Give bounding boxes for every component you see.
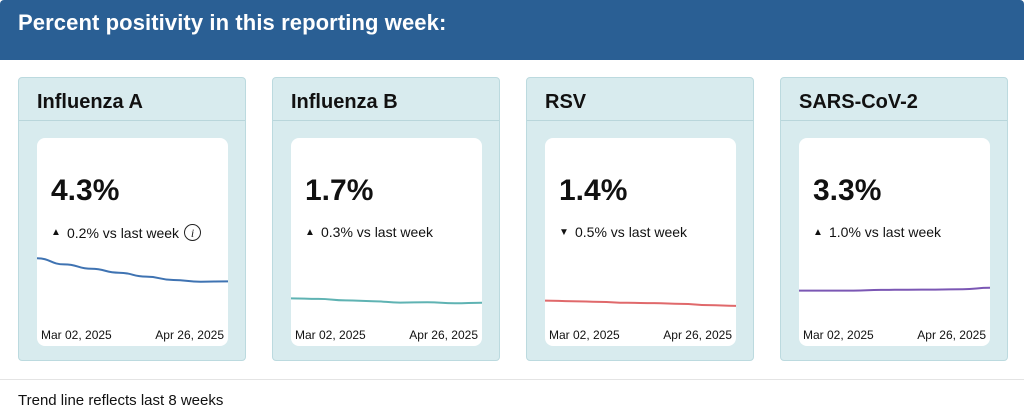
percent-value: 1.7% [305, 174, 374, 207]
card-title: Influenza A [37, 91, 143, 113]
card-divider [19, 120, 245, 121]
info-icon[interactable]: i [184, 224, 202, 241]
triangle-up-icon: ▲ [51, 227, 61, 238]
footer-note: Trend line reflects last 8 weeks [18, 392, 224, 409]
start-date: Mar 02, 2025 [803, 328, 874, 342]
change-indicator: ▲ 0.3% vs last week [305, 224, 433, 240]
trend-sparkline [291, 297, 482, 305]
trend-sparkline [545, 299, 736, 307]
page-title: Percent positivity in this reporting wee… [18, 10, 447, 35]
card-divider [781, 120, 1007, 121]
percent-value: 3.3% [813, 174, 882, 207]
change-text: 1.0% vs last week [829, 224, 942, 240]
trend-line [37, 257, 228, 283]
start-date: Mar 02, 2025 [41, 328, 112, 342]
percent-value: 4.3% [51, 174, 120, 207]
card-body: 1.4% ▼ 0.5% vs last week Mar 02, 2025 Ap… [545, 138, 736, 346]
card-title: Influenza B [291, 91, 398, 113]
end-date: Apr 26, 2025 [155, 328, 224, 342]
metric-cards: Influenza A 4.3% ▲ 0.2% vs last week i M… [18, 77, 1008, 361]
card-influenza-b: Influenza B 1.7% ▲ 0.3% vs last week Mar… [272, 77, 500, 361]
end-date: Apr 26, 2025 [663, 328, 732, 342]
footer-divider [0, 379, 1024, 380]
change-indicator: ▲ 1.0% vs last week [813, 224, 941, 240]
card-body: 1.7% ▲ 0.3% vs last week Mar 02, 2025 Ap… [291, 138, 482, 346]
card-title: RSV [545, 91, 587, 113]
trend-sparkline [799, 286, 990, 292]
change-text: 0.5% vs last week [575, 224, 688, 240]
end-date: Apr 26, 2025 [917, 328, 986, 342]
change-indicator: ▲ 0.2% vs last week i [51, 224, 202, 241]
card-influenza-a: Influenza A 4.3% ▲ 0.2% vs last week i M… [18, 77, 246, 361]
end-date: Apr 26, 2025 [409, 328, 478, 342]
trend-sparkline [37, 257, 228, 283]
card-divider [273, 120, 499, 121]
triangle-down-icon: ▼ [559, 226, 569, 238]
card-body: 4.3% ▲ 0.2% vs last week i Mar 02, 2025 … [37, 138, 228, 346]
card-divider [527, 120, 753, 121]
card-rsv: RSV 1.4% ▼ 0.5% vs last week Mar 02, 202… [526, 77, 754, 361]
change-text: 0.3% vs last week [321, 224, 434, 240]
triangle-up-icon: ▲ [813, 226, 823, 238]
card-sars-cov-2: SARS-CoV-2 3.3% ▲ 1.0% vs last week Mar … [780, 77, 1008, 361]
change-indicator: ▼ 0.5% vs last week [559, 224, 687, 240]
start-date: Mar 02, 2025 [295, 328, 366, 342]
trend-line [545, 299, 736, 307]
trend-line [291, 297, 482, 305]
change-text: 0.2% vs last week [67, 224, 180, 241]
card-body: 3.3% ▲ 1.0% vs last week Mar 02, 2025 Ap… [799, 138, 990, 346]
card-title: SARS-CoV-2 [799, 91, 918, 113]
page-header: Percent positivity in this reporting wee… [0, 0, 1024, 60]
start-date: Mar 02, 2025 [549, 328, 620, 342]
triangle-up-icon: ▲ [305, 226, 315, 238]
percent-value: 1.4% [559, 174, 628, 207]
trend-line [799, 286, 990, 292]
